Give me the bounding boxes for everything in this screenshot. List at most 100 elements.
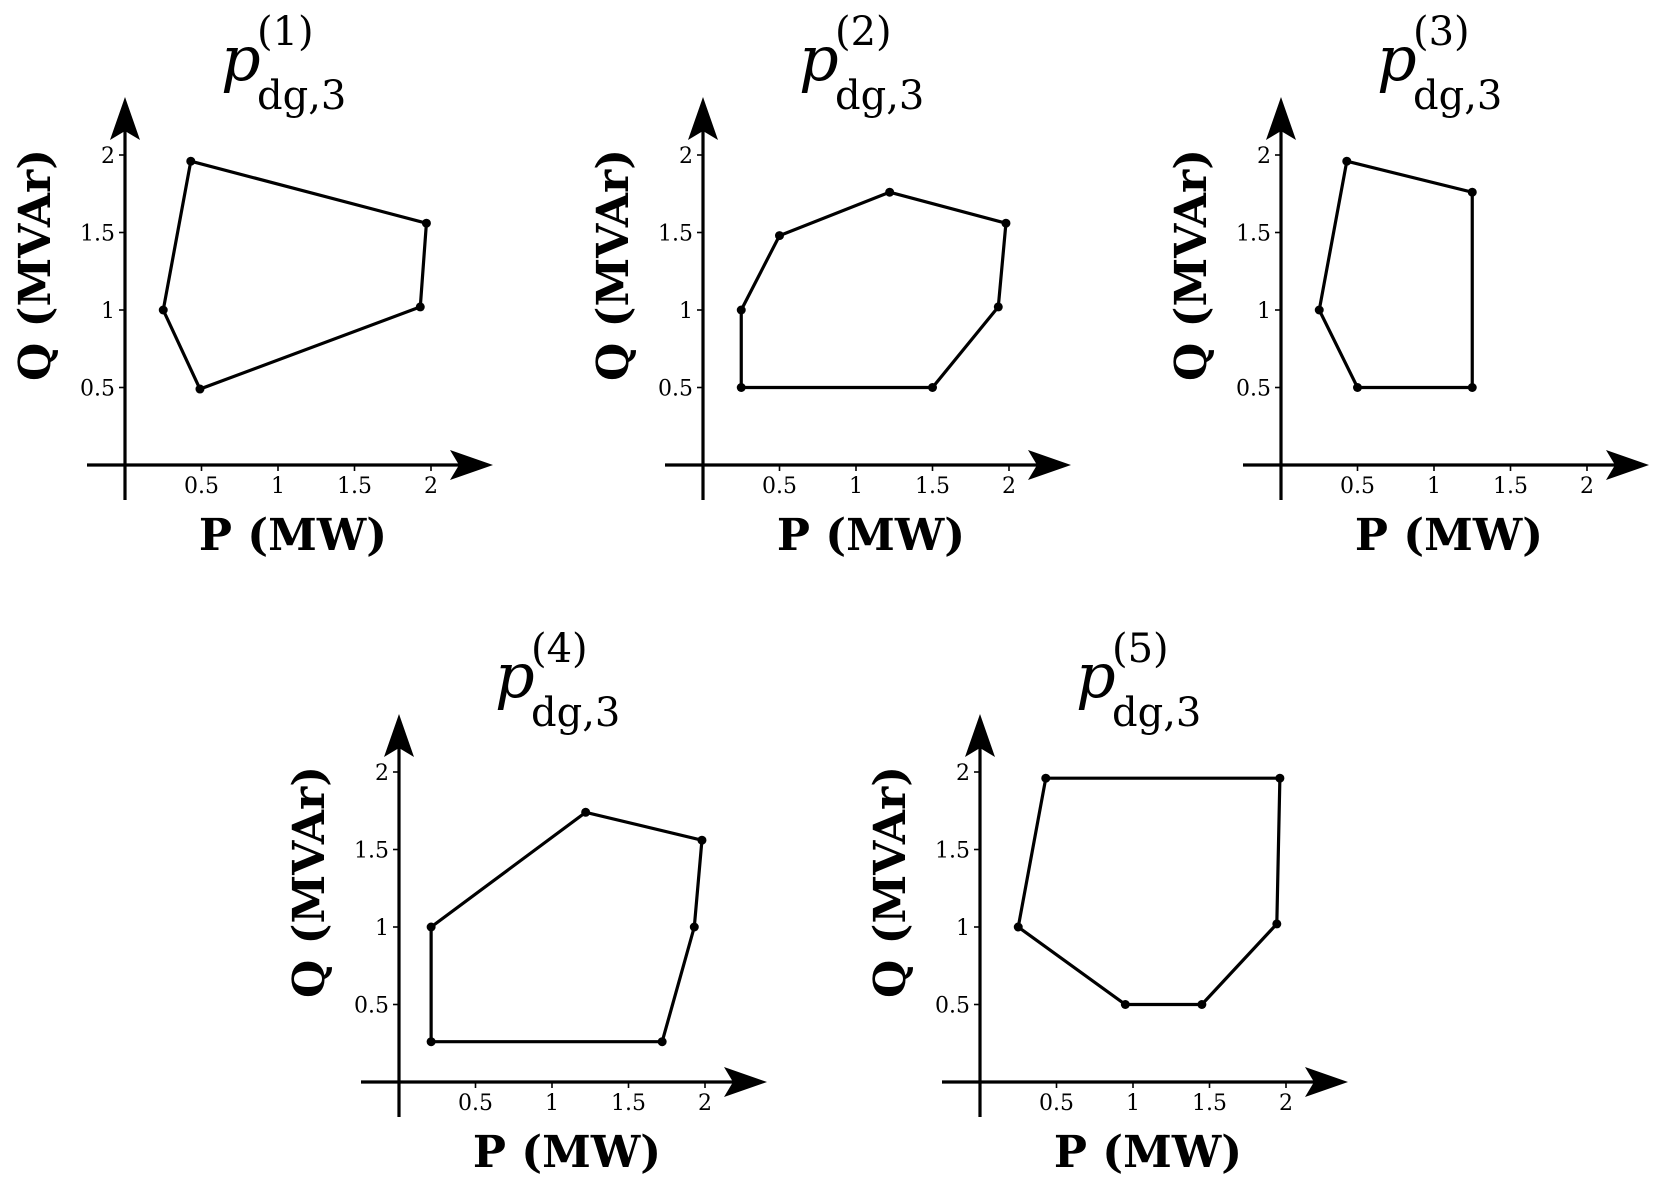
vertex-point xyxy=(697,835,707,845)
chart-title-subscript: dg,3 xyxy=(1112,690,1201,736)
vertex-point xyxy=(1120,1000,1130,1009)
x-tick-label: 1 xyxy=(849,474,863,499)
x-axis-arrow-icon xyxy=(450,450,493,480)
x-tick-label: 1.5 xyxy=(1192,1091,1227,1116)
feasible-region-polygon xyxy=(429,810,704,1044)
x-tick-label: 0.5 xyxy=(1039,1091,1074,1116)
x-tick-label: 1 xyxy=(1126,1091,1140,1116)
feasible-region-polygon xyxy=(1317,159,1474,390)
vertex-point xyxy=(581,807,591,817)
feasible-region-polygon xyxy=(1016,776,1282,1007)
vertex-point xyxy=(1314,305,1324,315)
y-tick-label: 1 xyxy=(101,299,115,324)
vertex-point xyxy=(1041,773,1051,783)
y-tick-label: 1.5 xyxy=(1236,222,1271,247)
vertex-point xyxy=(775,231,784,241)
chart-panel-1: 0.5 1 1.5 2 0.5 1 1.5 2 P (MW) Q (MVAr) p(1) dg,3 xyxy=(10,9,493,561)
x-tick-label: 1.5 xyxy=(337,474,372,499)
x-tick-label: 0.5 xyxy=(458,1091,493,1116)
vertex-point xyxy=(928,383,937,392)
chart-panel-4: 0.5 1 1.5 2 0.5 1 1.5 2 P (MW) Q (MVAr) p(4) dg,3 xyxy=(284,626,767,1178)
vertex-point xyxy=(1272,919,1282,929)
y-tick-label: 0.5 xyxy=(354,994,389,1019)
chart-title-base: p xyxy=(221,22,261,95)
chart-title-superscript: (1) xyxy=(257,9,314,55)
chart-panel-3: 0.5 1 1.5 2 0.5 1 1.5 2 P (MW) Q (MVAr) p(3) dg,3 xyxy=(1166,9,1649,561)
y-axis-arrow-icon xyxy=(384,714,414,757)
x-tick-label: 1.5 xyxy=(611,1091,646,1116)
x-axis-title: P (MW) xyxy=(473,1127,661,1178)
chart-title-base: p xyxy=(1377,22,1417,95)
chart-title-subscript: dg,3 xyxy=(1413,73,1502,119)
vertex-point xyxy=(1275,773,1285,783)
vertex-point xyxy=(1353,383,1362,392)
x-axis-arrow-icon xyxy=(1606,450,1649,480)
x-tick-label: 2 xyxy=(424,474,438,499)
vertex-point xyxy=(421,218,431,228)
chart-title-superscript: (3) xyxy=(1413,9,1470,55)
x-axis-title: P (MW) xyxy=(777,510,965,561)
x-tick-label: 0.5 xyxy=(1340,474,1375,499)
chart-title-subscript: dg,3 xyxy=(257,73,346,119)
y-tick-label: 2 xyxy=(956,761,970,786)
y-axis-arrow-icon xyxy=(1266,97,1296,140)
feasible-region-polygon xyxy=(739,190,1008,390)
y-tick-label: 1 xyxy=(1257,299,1271,324)
y-tick-label: 1.5 xyxy=(354,839,389,864)
chart-title-superscript: (2) xyxy=(835,9,892,55)
vertex-point xyxy=(1467,187,1477,197)
vertex-point xyxy=(426,922,436,932)
vertex-point xyxy=(1013,922,1023,932)
y-tick-label: 2 xyxy=(1257,144,1271,169)
y-axis-title: Q (MVAr) xyxy=(10,149,61,381)
y-tick-label: 1 xyxy=(375,916,389,941)
vertex-point xyxy=(1467,383,1477,392)
y-tick-label: 0.5 xyxy=(658,377,693,402)
vertex-point xyxy=(195,384,205,394)
vertex-point xyxy=(1197,1000,1207,1009)
vertex-point xyxy=(1001,218,1011,228)
feasible-region-polygon xyxy=(161,159,429,392)
x-axis-arrow-icon xyxy=(1305,1067,1348,1097)
y-axis-arrow-icon xyxy=(965,714,995,757)
y-axis-title: Q (MVAr) xyxy=(284,766,335,998)
x-tick-label: 2 xyxy=(1002,474,1016,499)
vertex-point xyxy=(186,156,196,166)
vertex-point xyxy=(885,187,895,197)
vertex-point xyxy=(736,383,746,392)
x-tick-label: 1.5 xyxy=(1493,474,1528,499)
y-axis-title: Q (MVAr) xyxy=(588,149,639,381)
x-tick-label: 2 xyxy=(698,1091,712,1116)
chart-panel-5: 0.5 1 1.5 2 0.5 1 1.5 2 P (MW) Q (MVAr) p(5) dg,3 xyxy=(865,626,1348,1178)
x-axis-title: P (MW) xyxy=(1355,510,1543,561)
chart-title-base: p xyxy=(495,639,535,712)
y-tick-label: 2 xyxy=(375,761,389,786)
x-axis-title: P (MW) xyxy=(1054,1127,1242,1178)
vertex-point xyxy=(689,922,699,932)
y-axis-arrow-icon xyxy=(688,97,718,140)
y-axis-title: Q (MVAr) xyxy=(865,766,916,998)
y-tick-label: 2 xyxy=(101,144,115,169)
y-tick-label: 2 xyxy=(679,144,693,169)
vertex-point xyxy=(736,305,746,315)
y-tick-label: 0.5 xyxy=(935,994,970,1019)
chart-title-base: p xyxy=(1076,639,1116,712)
y-tick-label: 1.5 xyxy=(658,222,693,247)
vertex-point xyxy=(1342,156,1352,166)
x-tick-label: 1 xyxy=(271,474,285,499)
vertex-point xyxy=(993,302,1003,312)
y-tick-label: 1 xyxy=(679,299,693,324)
vertex-point xyxy=(657,1037,667,1047)
x-tick-label: 1 xyxy=(545,1091,559,1116)
x-tick-label: 1.5 xyxy=(915,474,950,499)
x-tick-label: 0.5 xyxy=(762,474,797,499)
y-axis-arrow-icon xyxy=(110,97,140,140)
chart-title-base: p xyxy=(799,22,839,95)
x-tick-label: 1 xyxy=(1427,474,1441,499)
y-tick-label: 0.5 xyxy=(80,377,115,402)
chart-title-superscript: (5) xyxy=(1112,626,1169,672)
x-axis-arrow-icon xyxy=(724,1067,767,1097)
x-tick-label: 0.5 xyxy=(184,474,219,499)
vertex-point xyxy=(415,302,425,312)
